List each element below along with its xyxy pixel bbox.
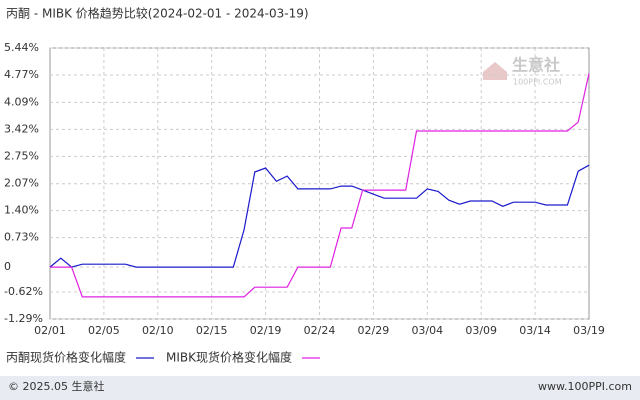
y-tick-label: 1.40%	[4, 204, 39, 217]
footer-site: www.100PPI.com	[538, 380, 632, 393]
y-tick-label: 4.09%	[4, 95, 39, 108]
x-tick-label: 03/19	[573, 324, 605, 337]
y-tick-label: 2.75%	[4, 149, 39, 162]
y-tick-label: 4.77%	[4, 68, 39, 81]
y-tick-label: 0.73%	[4, 231, 39, 244]
x-tick-label: 02/05	[88, 324, 120, 337]
watermark-site: 100PPI.COM	[513, 78, 562, 87]
x-tick-label: 02/19	[250, 324, 282, 337]
series-line	[50, 73, 590, 298]
legend-label: 丙酮现货价格变化幅度	[6, 350, 126, 365]
x-tick-label: 02/01	[34, 324, 66, 337]
x-tick-label: 02/29	[358, 324, 390, 337]
x-tick-label: 02/15	[196, 324, 228, 337]
watermark-icon	[483, 62, 507, 80]
y-tick-label: 2.07%	[4, 177, 39, 190]
y-tick-label: -1.29%	[4, 312, 43, 325]
x-tick-label: 03/09	[465, 324, 497, 337]
x-tick-label: 03/14	[519, 324, 551, 337]
footer-band	[0, 376, 640, 400]
x-tick-label: 03/04	[411, 324, 443, 337]
y-tick-label: 0	[4, 260, 11, 273]
y-tick-label: 3.42%	[4, 122, 39, 135]
chart-title: 丙酮 - MIBK 价格趋势比较(2024-02-01 - 2024-03-19…	[6, 6, 309, 21]
x-tick-label: 02/10	[142, 324, 174, 337]
y-tick-label: 5.44%	[4, 41, 39, 54]
series-line	[49, 164, 590, 268]
y-tick-label: -0.62%	[4, 285, 43, 298]
watermark-brand: 生意社	[512, 56, 560, 75]
footer-copyright: © 2025.05 生意社	[8, 379, 104, 393]
legend-label: MIBK现货价格变化幅度	[166, 350, 292, 365]
x-tick-label: 02/24	[304, 324, 336, 337]
